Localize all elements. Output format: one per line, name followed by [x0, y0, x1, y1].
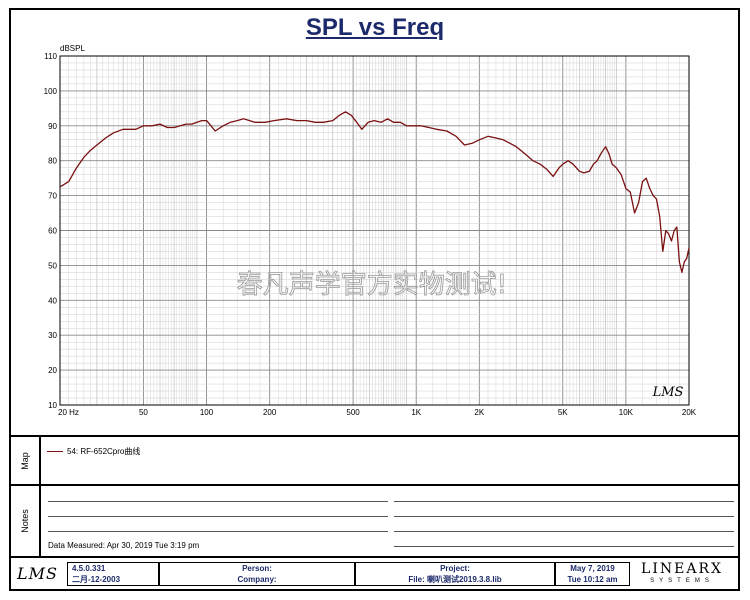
map-label: Map — [20, 452, 30, 470]
legend: 54: RF-652Cpro曲线 — [47, 446, 140, 457]
x-tick-label: 20 Hz — [58, 408, 79, 417]
notes-section: Notes Data Measured: Apr 30, 2019 Tue 3:… — [11, 484, 738, 556]
report-frame — [9, 8, 740, 591]
plot-lms-logo: LMS — [652, 385, 684, 400]
series-group — [59, 111, 690, 274]
y-tick-label: 30 — [48, 331, 57, 340]
person-label: Person: — [242, 564, 272, 573]
project-label: Project: — [440, 564, 470, 573]
chart: 10 20 30 40 50 60 70 80 90 100 110 20 Hz 50 100 200 50… — [44, 44, 697, 417]
file-label: File: 喇叭测试2019.3.8.lib — [408, 575, 502, 584]
y-tick-label: 110 — [44, 52, 57, 61]
y-tick-label: 50 — [48, 261, 57, 270]
x-tick-label: 10K — [619, 408, 634, 417]
y-tick-labels: 10 20 30 40 50 60 70 80 90 100 110 — [44, 52, 58, 410]
notes-side-label: Notes — [11, 486, 41, 556]
watermark-text: 春凡声学官方实物测试! — [237, 270, 507, 300]
version-number: 4.5.0.331 — [72, 564, 106, 573]
map-section: Map 54: RF-652Cpro曲线 — [11, 435, 738, 485]
y-tick-label: 20 — [48, 366, 57, 375]
brand-top: LINEARX — [641, 561, 723, 577]
note-line — [48, 516, 388, 517]
brand-bottom: SYSTEMS — [650, 578, 714, 584]
note-line — [48, 501, 388, 502]
y-tick-label: 80 — [48, 157, 57, 166]
legend-entry: 54: RF-652Cpro曲线 — [67, 447, 141, 456]
y-tick-label: 100 — [44, 87, 58, 96]
plot-area — [59, 55, 690, 406]
y-tick-label: 70 — [48, 192, 57, 201]
date-line: May 7, 2019 — [570, 564, 615, 573]
project-cell: Project: File: 喇叭测试2019.3.8.lib — [355, 562, 555, 586]
note-line — [394, 501, 734, 502]
y-tick-label: 10 — [48, 401, 57, 410]
person-cell: Person: Company: — [159, 562, 355, 586]
version-date: 二月-12-2003 — [72, 575, 121, 584]
y-tick-label: 90 — [48, 122, 57, 131]
map-side-label: Map — [11, 437, 41, 485]
x-tick-label: 5K — [558, 408, 568, 417]
version-cell: 4.5.0.331 二月-12-2003 — [67, 562, 159, 586]
lms-logo: LMS — [17, 564, 58, 583]
x-tick-label: 20K — [682, 408, 697, 417]
x-tick-label: 500 — [346, 408, 360, 417]
footer: LMS 4.5.0.331 二月-12-2003 Person: Company… — [11, 556, 738, 589]
grid — [59, 55, 690, 406]
company-label: Company: — [237, 575, 277, 584]
x-tick-label: 200 — [263, 408, 277, 417]
legend-swatch — [47, 451, 63, 452]
notes-label: Notes — [20, 509, 30, 533]
x-tick-label: 50 — [139, 408, 148, 417]
series-line — [59, 111, 690, 274]
x-tick-label: 1K — [411, 408, 421, 417]
note-line — [394, 546, 734, 547]
y-axis-label: dBSPL — [60, 44, 85, 53]
chart-title: SPL vs Freq — [305, 14, 445, 41]
linearx-logo: LINEARX SYSTEMS — [630, 562, 734, 586]
y-tick-label: 60 — [48, 227, 57, 236]
x-tick-label: 100 — [200, 408, 214, 417]
date-cell: May 7, 2019 Tue 10:12 am — [555, 562, 630, 586]
note-line — [48, 531, 388, 532]
x-tick-labels: 20 Hz 50 100 200 500 1K 2K 5K 10K 20K — [58, 408, 697, 417]
data-measured: Data Measured: Apr 30, 2019 Tue 3:19 pm — [48, 541, 200, 550]
note-line — [394, 531, 734, 532]
y-tick-label: 40 — [48, 296, 57, 305]
note-line — [394, 516, 734, 517]
x-tick-label: 2K — [474, 408, 484, 417]
time-line: Tue 10:12 am — [567, 575, 618, 584]
